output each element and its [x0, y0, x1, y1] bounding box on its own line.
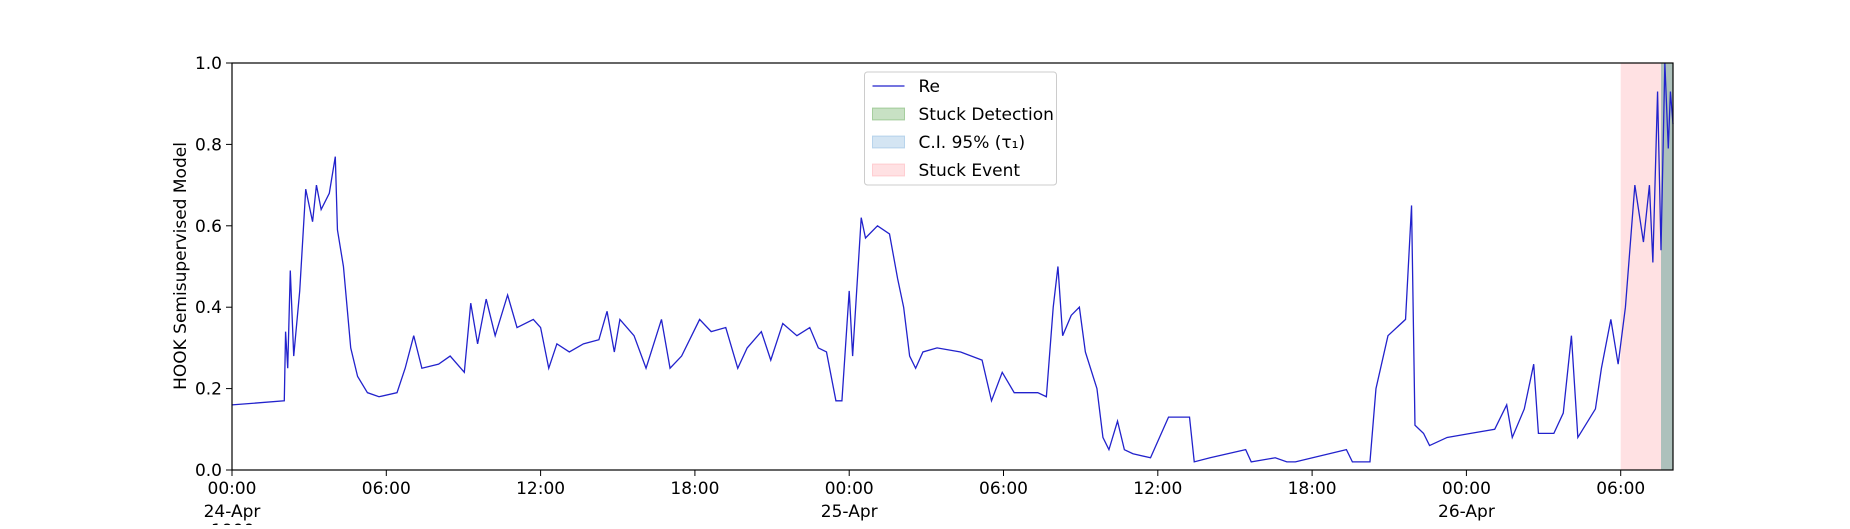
y-tick-label: 0.0: [195, 461, 222, 481]
y-tick-label: 0.4: [195, 298, 222, 318]
x-tick-label: 06:00: [979, 479, 1028, 499]
legend-patch: [872, 163, 905, 177]
x-tick-label: 00:00 24-Apr: [204, 479, 261, 522]
y-tick-label: 0.6: [195, 217, 222, 237]
span: [1660, 63, 1673, 470]
x-tick-label: 18:00: [1288, 479, 1337, 499]
legend-patch: [872, 107, 905, 121]
legend-label: Re: [919, 77, 941, 97]
legend-label: C.I. 95% (τ₁): [919, 133, 1026, 153]
y-tick-label: 0.2: [195, 380, 222, 400]
x-tick-label: 06:00: [362, 479, 411, 499]
legend-label: Stuck Event: [919, 161, 1021, 181]
legend-patch: [872, 135, 905, 149]
y-tick-label: 1.0: [195, 54, 222, 74]
span: [1660, 63, 1673, 470]
x-tick-label: 00:00 26-Apr: [1438, 479, 1495, 522]
y-tick-label: 0.8: [195, 135, 222, 155]
x-tick-label: 12:00: [1133, 479, 1182, 499]
x-tick-label: 00:00 25-Apr: [821, 479, 878, 522]
legend-label: Stuck Detection: [919, 105, 1054, 125]
x-tick-label: 12:00: [516, 479, 565, 499]
x-tick-label: 18:00: [670, 479, 719, 499]
span: [1620, 63, 1673, 470]
legend-box: [864, 71, 1057, 186]
line: [231, 62, 1674, 463]
plot-frame: [231, 62, 1674, 471]
y-axis-label: HOOK Semisupervised Model: [171, 142, 191, 390]
x-tick-label: 06:00: [1596, 479, 1645, 499]
